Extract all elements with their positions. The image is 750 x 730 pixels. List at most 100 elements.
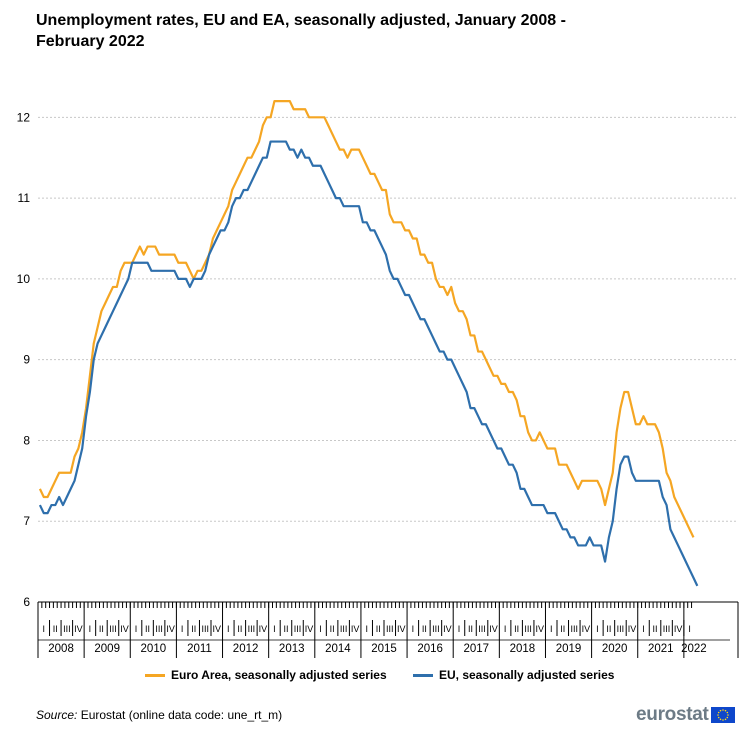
legend-item-euro-area: Euro Area, seasonally adjusted series (145, 668, 387, 682)
quarter-label: II (145, 624, 150, 634)
quarter-label: I (550, 624, 553, 634)
quarter-label: I (365, 624, 368, 634)
legend-label-euro-area: Euro Area, seasonally adjusted series (171, 668, 387, 682)
source-note: Source: Eurostat (online data code: une_… (36, 708, 282, 722)
year-label: 2017 (463, 643, 489, 655)
year-label: 2014 (325, 643, 351, 655)
series-lines (38, 100, 699, 587)
quarter-label: II (283, 624, 288, 634)
quarter-label: II (237, 624, 242, 634)
quarter-label: IV (120, 624, 129, 634)
quarter-label: I (89, 624, 92, 634)
quarter-label: I (319, 624, 322, 634)
quarter-label: I (458, 624, 461, 634)
quarter-label: I (688, 624, 691, 634)
year-label: 2022 (681, 643, 707, 655)
legend-swatch-euro-area (145, 673, 165, 677)
quarter-label: I (181, 624, 184, 634)
quarter-label: II (99, 624, 104, 634)
logo-text: eurostat (636, 704, 709, 725)
quarter-label: IV (397, 624, 406, 634)
quarter-label: III (478, 624, 486, 634)
year-label: 2020 (602, 643, 628, 655)
quarter-label: IV (489, 624, 498, 634)
legend-item-eu: EU, seasonally adjusted series (413, 668, 614, 682)
quarter-label: IV (535, 624, 544, 634)
quarter-label: I (43, 624, 46, 634)
legend: Euro Area, seasonally adjusted series EU… (0, 668, 750, 686)
quarter-label: II (376, 624, 381, 634)
quarter-label: I (642, 624, 645, 634)
y-tick-label: 7 (23, 514, 30, 528)
quarter-label: III (248, 624, 256, 634)
quarter-label: II (191, 624, 196, 634)
quarter-label: II (468, 624, 473, 634)
quarter-label: IV (674, 624, 683, 634)
y-axis: 6 7 8 9 10 11 12 (17, 110, 31, 609)
year-label: 2019 (556, 643, 582, 655)
quarter-label: II (606, 624, 611, 634)
quarter-label: III (432, 624, 440, 634)
quarter-label: III (201, 624, 209, 634)
quarter-label: IV (628, 624, 637, 634)
quarter-label: II (653, 624, 658, 634)
year-label: 2009 (94, 643, 120, 655)
quarter-label: I (596, 624, 599, 634)
quarter-label: IV (351, 624, 360, 634)
series-line-1 (38, 140, 699, 587)
quarter-label: I (227, 624, 230, 634)
quarter-label: IV (443, 624, 452, 634)
quarter-label: IV (305, 624, 314, 634)
y-tick-label: 9 (23, 353, 30, 367)
year-label: 2021 (648, 643, 674, 655)
quarter-label: IV (213, 624, 222, 634)
eurostat-logo: eurostat (636, 704, 735, 726)
quarter-label: I (273, 624, 276, 634)
eu-flag-icon (710, 707, 735, 723)
chart-title: Unemployment rates, EU and EA, seasonall… (36, 12, 566, 50)
year-label: 2010 (141, 643, 167, 655)
quarter-label: II (330, 624, 335, 634)
quarter-label: III (617, 624, 625, 634)
gridlines (38, 116, 738, 522)
year-label: 2013 (279, 643, 305, 655)
quarter-label: III (63, 624, 71, 634)
quarter-label: III (663, 624, 671, 634)
year-label: 2018 (510, 643, 536, 655)
year-label: 2016 (417, 643, 443, 655)
year-label: 2012 (233, 643, 259, 655)
y-tick-label: 6 (23, 595, 30, 609)
legend-swatch-eu (413, 673, 433, 677)
quarter-label: III (340, 624, 348, 634)
y-tick-label: 11 (18, 191, 31, 205)
quarter-label: II (514, 624, 519, 634)
quarter-label: III (109, 624, 117, 634)
source-text: Eurostat (online data code: une_rt_m) (77, 708, 283, 722)
y-tick-label: 12 (17, 110, 31, 124)
quarter-label: II (53, 624, 58, 634)
quarter-label: III (524, 624, 532, 634)
quarter-label: III (294, 624, 302, 634)
quarter-label: IV (582, 624, 591, 634)
year-label: 2011 (187, 643, 212, 655)
quarter-label: III (155, 624, 163, 634)
quarter-label: I (504, 624, 507, 634)
quarter-label: III (571, 624, 579, 634)
legend-label-eu: EU, seasonally adjusted series (439, 668, 615, 682)
quarter-label: IV (259, 624, 268, 634)
y-tick-label: 10 (17, 272, 31, 286)
year-label: 2008 (48, 643, 74, 655)
quarter-label: I (412, 624, 415, 634)
quarter-label: IV (74, 624, 83, 634)
series-line-0 (38, 100, 695, 538)
quarter-label: III (386, 624, 394, 634)
quarter-label: II (422, 624, 427, 634)
quarter-label: I (135, 624, 138, 634)
quarter-label: IV (166, 624, 175, 634)
source-label: Source: (36, 708, 78, 722)
y-tick-label: 8 (23, 433, 30, 447)
year-label: 2015 (371, 643, 397, 655)
quarter-label: II (560, 624, 565, 634)
